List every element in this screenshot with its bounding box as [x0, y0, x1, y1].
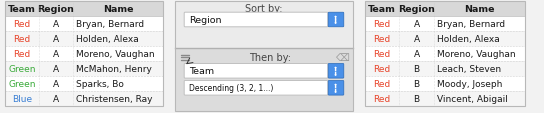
Text: Name: Name — [464, 5, 494, 14]
Text: Region: Region — [189, 16, 221, 25]
FancyBboxPatch shape — [184, 64, 328, 78]
FancyBboxPatch shape — [328, 13, 344, 28]
Text: A: A — [53, 79, 59, 88]
FancyBboxPatch shape — [328, 81, 344, 95]
Text: Red: Red — [374, 94, 391, 103]
Text: A: A — [413, 35, 419, 44]
Bar — [365, 17, 525, 32]
Text: A: A — [413, 20, 419, 29]
Text: Moreno, Vaughan: Moreno, Vaughan — [437, 50, 515, 59]
Text: Region: Region — [398, 5, 435, 14]
Text: Green: Green — [8, 79, 36, 88]
Text: B: B — [413, 64, 419, 73]
Bar — [175, 49, 353, 111]
Text: Bryan, Bernard: Bryan, Bernard — [76, 20, 144, 29]
Bar — [365, 47, 525, 61]
Text: A: A — [53, 50, 59, 59]
Bar — [365, 61, 525, 76]
FancyBboxPatch shape — [184, 81, 328, 95]
Text: Holden, Alexa: Holden, Alexa — [437, 35, 499, 44]
Text: Team: Team — [368, 5, 396, 14]
Text: Red: Red — [374, 50, 391, 59]
Bar — [5, 76, 163, 91]
Bar — [365, 91, 525, 106]
Text: Red: Red — [14, 35, 30, 44]
Text: A: A — [53, 64, 59, 73]
Bar — [5, 47, 163, 61]
Text: Then by:: Then by: — [249, 53, 291, 63]
Text: Green: Green — [8, 64, 36, 73]
Bar — [5, 2, 163, 17]
Text: ⬆
⬇: ⬆ ⬇ — [333, 16, 338, 25]
Text: Christensen, Ray: Christensen, Ray — [76, 94, 152, 103]
Text: Holden, Alexa: Holden, Alexa — [76, 35, 139, 44]
Text: B: B — [413, 79, 419, 88]
Text: Red: Red — [374, 79, 391, 88]
Text: Leach, Steven: Leach, Steven — [437, 64, 501, 73]
Text: ⬆
⬇: ⬆ ⬇ — [333, 83, 338, 93]
Bar — [5, 2, 163, 106]
Text: Team: Team — [8, 5, 36, 14]
Text: Region: Region — [38, 5, 75, 14]
Bar — [175, 2, 353, 49]
Text: A: A — [53, 94, 59, 103]
Bar — [175, 2, 353, 111]
Text: Blue: Blue — [12, 94, 32, 103]
Bar — [5, 91, 163, 106]
Bar — [365, 2, 525, 106]
Text: McMahon, Henry: McMahon, Henry — [76, 64, 152, 73]
Text: Red: Red — [14, 20, 30, 29]
Text: Red: Red — [14, 50, 30, 59]
Bar — [5, 17, 163, 32]
Text: Vincent, Abigail: Vincent, Abigail — [437, 94, 508, 103]
Text: Team: Team — [189, 67, 214, 76]
Text: A: A — [53, 35, 59, 44]
Text: A: A — [53, 20, 59, 29]
Text: Descending (3, 2, 1...): Descending (3, 2, 1...) — [189, 84, 274, 92]
Text: B: B — [413, 94, 419, 103]
Bar — [5, 32, 163, 47]
Text: Sort by:: Sort by: — [245, 4, 283, 14]
FancyBboxPatch shape — [184, 13, 328, 28]
Text: Red: Red — [374, 64, 391, 73]
Text: Sparks, Bo: Sparks, Bo — [76, 79, 124, 88]
Bar — [365, 76, 525, 91]
Text: Red: Red — [374, 35, 391, 44]
Bar — [365, 2, 525, 17]
Text: ⬆
⬇: ⬆ ⬇ — [333, 66, 338, 76]
Text: Moody, Joseph: Moody, Joseph — [437, 79, 502, 88]
Text: Moreno, Vaughan: Moreno, Vaughan — [76, 50, 154, 59]
Bar — [5, 61, 163, 76]
FancyBboxPatch shape — [328, 64, 344, 78]
Text: Name: Name — [103, 5, 133, 14]
Text: Red: Red — [374, 20, 391, 29]
Text: ⌫: ⌫ — [336, 53, 350, 63]
Text: A: A — [413, 50, 419, 59]
Bar — [365, 32, 525, 47]
Text: Bryan, Bernard: Bryan, Bernard — [437, 20, 505, 29]
